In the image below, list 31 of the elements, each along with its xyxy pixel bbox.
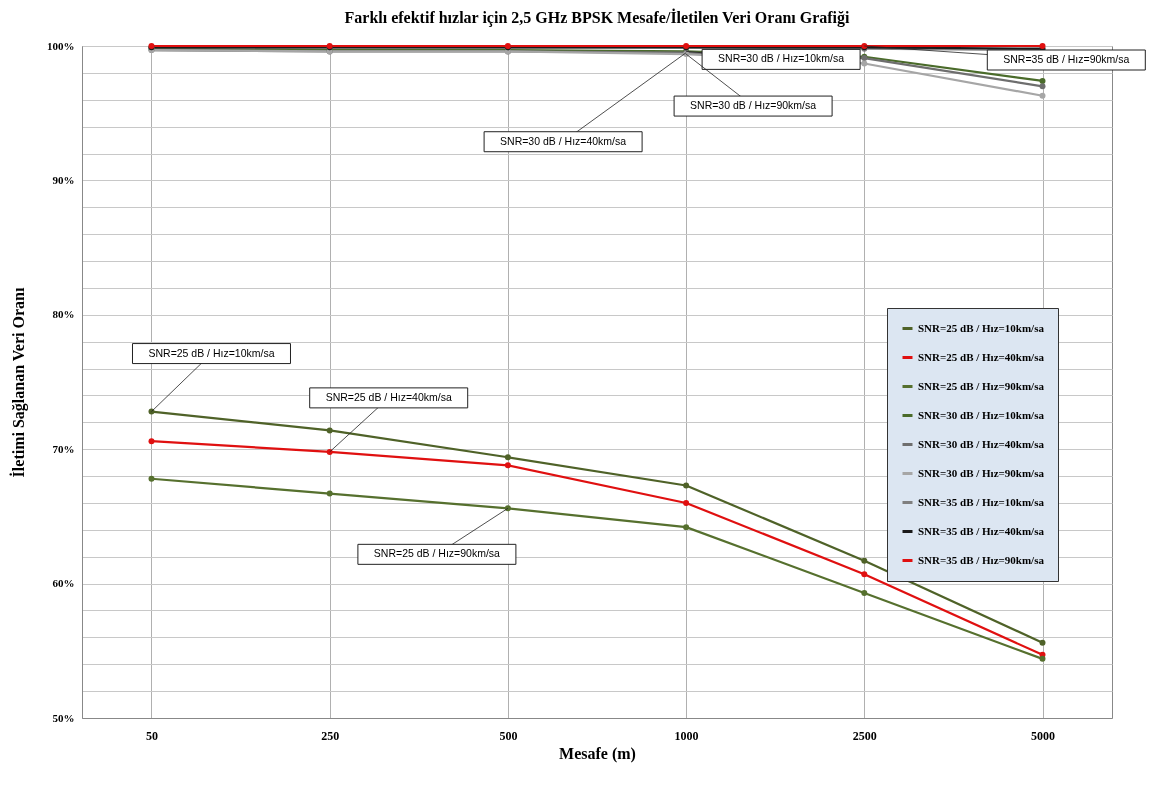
y-tick-label: 90%: [52, 173, 75, 186]
annotation: SNR=35 dB / Hız=90km/sa: [1003, 53, 1130, 65]
x-tick-label: 2500: [852, 728, 877, 743]
annotation: SNR=25 dB / Hız=10km/sa: [148, 346, 275, 359]
y-axis-title: İletimi Sağlanan Veri Oranı: [9, 287, 28, 478]
y-tick-label: 50%: [52, 711, 75, 724]
legend-label: SNR=35 dB / Hız=90km/sa: [918, 553, 1045, 566]
annotation: SNR=25 dB / Hız=90km/sa: [373, 547, 501, 560]
legend-label: SNR=25 dB / Hız=40km/sa: [918, 350, 1045, 363]
legend-label: SNR=25 dB / Hız=10km/sa: [918, 321, 1045, 334]
annotation: SNR=30 dB / Hız=90km/sa: [690, 99, 817, 112]
legend-label: SNR=30 dB / Hız=40km/sa: [918, 437, 1045, 450]
x-axis-title: Mesafe (m): [559, 744, 636, 763]
annotation: SNR=30 dB / Hız=40km/sa: [500, 134, 627, 147]
annotation: SNR=25 dB / Hız=40km/sa: [325, 390, 452, 403]
x-tick-label: 250: [321, 728, 340, 743]
legend-label: SNR=30 dB / Hız=90km/sa: [918, 466, 1045, 479]
legend-label: SNR=35 dB / Hız=40km/sa: [918, 524, 1045, 537]
legend-label: SNR=30 dB / Hız=10km/sa: [918, 408, 1045, 421]
y-tick-label: 70%: [52, 442, 75, 455]
y-tick-label: 80%: [52, 308, 75, 321]
y-tick-label: 100%: [47, 39, 75, 52]
x-tick-label: 5000: [1031, 728, 1055, 743]
annotation: SNR=30 dB / Hız=10km/sa: [718, 52, 845, 65]
x-tick-label: 500: [499, 728, 518, 743]
legend-label: SNR=35 dB / Hız=10km/sa: [918, 495, 1045, 508]
x-tick-label: 50: [146, 728, 158, 743]
x-tick-label: 1000: [674, 728, 699, 743]
legend-label: SNR=25 dB / Hız=90km/sa: [918, 379, 1045, 392]
chart-title: Farklı efektif hızlar için 2,5 GHz BPSK Mesafe/İletilen Veri Oranı Grafiği: [344, 8, 851, 27]
y-tick-label: 60%: [52, 577, 75, 590]
